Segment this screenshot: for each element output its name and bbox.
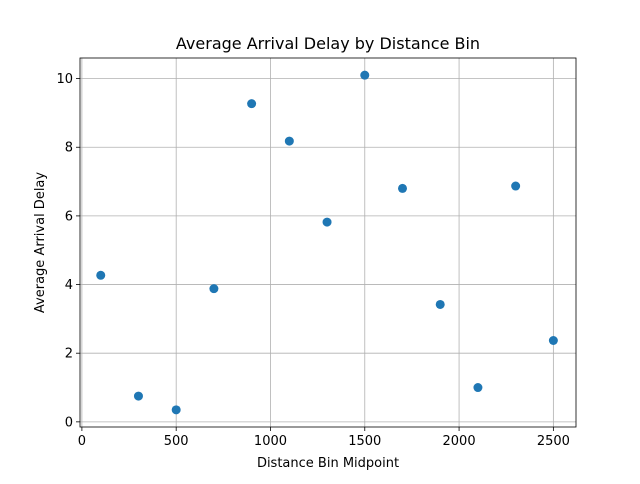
y-tick-label: 0: [65, 415, 73, 430]
y-tick-label: 8: [65, 141, 73, 156]
data-point: [473, 383, 483, 393]
y-tick-label: 10: [56, 72, 73, 87]
x-axis-label: Distance Bin Midpoint: [257, 456, 399, 471]
x-tick-label: 0: [78, 434, 86, 449]
x-axis-ticks: 0 500 1000 1500 2000 2500: [78, 427, 570, 449]
data-point: [209, 284, 219, 294]
x-tick-label: 1000: [254, 434, 287, 449]
y-tick-label: 4: [65, 278, 73, 293]
x-tick-label: 1500: [348, 434, 381, 449]
y-axis-ticks: 0 2 4 6 8 10: [56, 72, 80, 430]
data-point: [322, 217, 332, 227]
plot-frame: [79, 57, 577, 428]
data-point: [435, 299, 445, 309]
data-point: [96, 270, 106, 280]
x-tick-label: 2500: [537, 434, 570, 449]
data-point: [247, 99, 257, 109]
y-axis-label: Average Arrival Delay: [33, 172, 48, 313]
y-tick-label: 6: [65, 209, 73, 224]
x-tick-label: 500: [164, 434, 189, 449]
data-point: [284, 136, 294, 146]
chart-title: Average Arrival Delay by Distance Bin: [176, 34, 480, 53]
data-point: [511, 181, 521, 191]
y-tick-label: 2: [65, 347, 73, 362]
data-point: [360, 70, 370, 80]
grid: [80, 58, 576, 427]
data-point: [548, 335, 558, 345]
x-tick-label: 2000: [443, 434, 476, 449]
data-point: [397, 183, 407, 193]
data-point: [133, 391, 143, 401]
data-points: [96, 70, 558, 415]
data-point: [171, 405, 181, 415]
